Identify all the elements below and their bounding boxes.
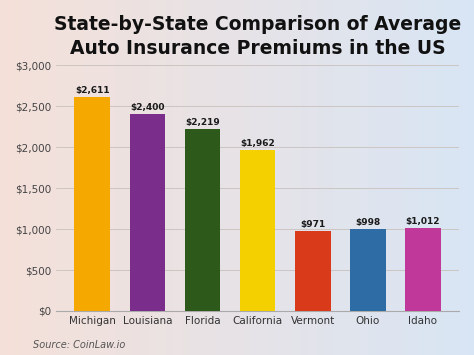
- Bar: [129, 114, 165, 311]
- Text: $998: $998: [355, 218, 380, 227]
- Bar: [405, 228, 441, 311]
- Text: $1,962: $1,962: [240, 139, 275, 148]
- Text: $2,400: $2,400: [130, 103, 164, 113]
- Bar: [74, 97, 110, 311]
- Bar: [295, 231, 330, 311]
- Text: $971: $971: [300, 220, 325, 229]
- Bar: [240, 150, 275, 311]
- Text: Source: CoinLaw.io: Source: CoinLaw.io: [33, 340, 126, 350]
- Text: $1,012: $1,012: [406, 217, 440, 226]
- Bar: [350, 229, 386, 311]
- Text: $2,611: $2,611: [75, 86, 109, 95]
- Text: $2,219: $2,219: [185, 118, 220, 127]
- Bar: [184, 129, 220, 311]
- Title: State-by-State Comparison of Average
Auto Insurance Premiums in the US: State-by-State Comparison of Average Aut…: [54, 15, 461, 58]
